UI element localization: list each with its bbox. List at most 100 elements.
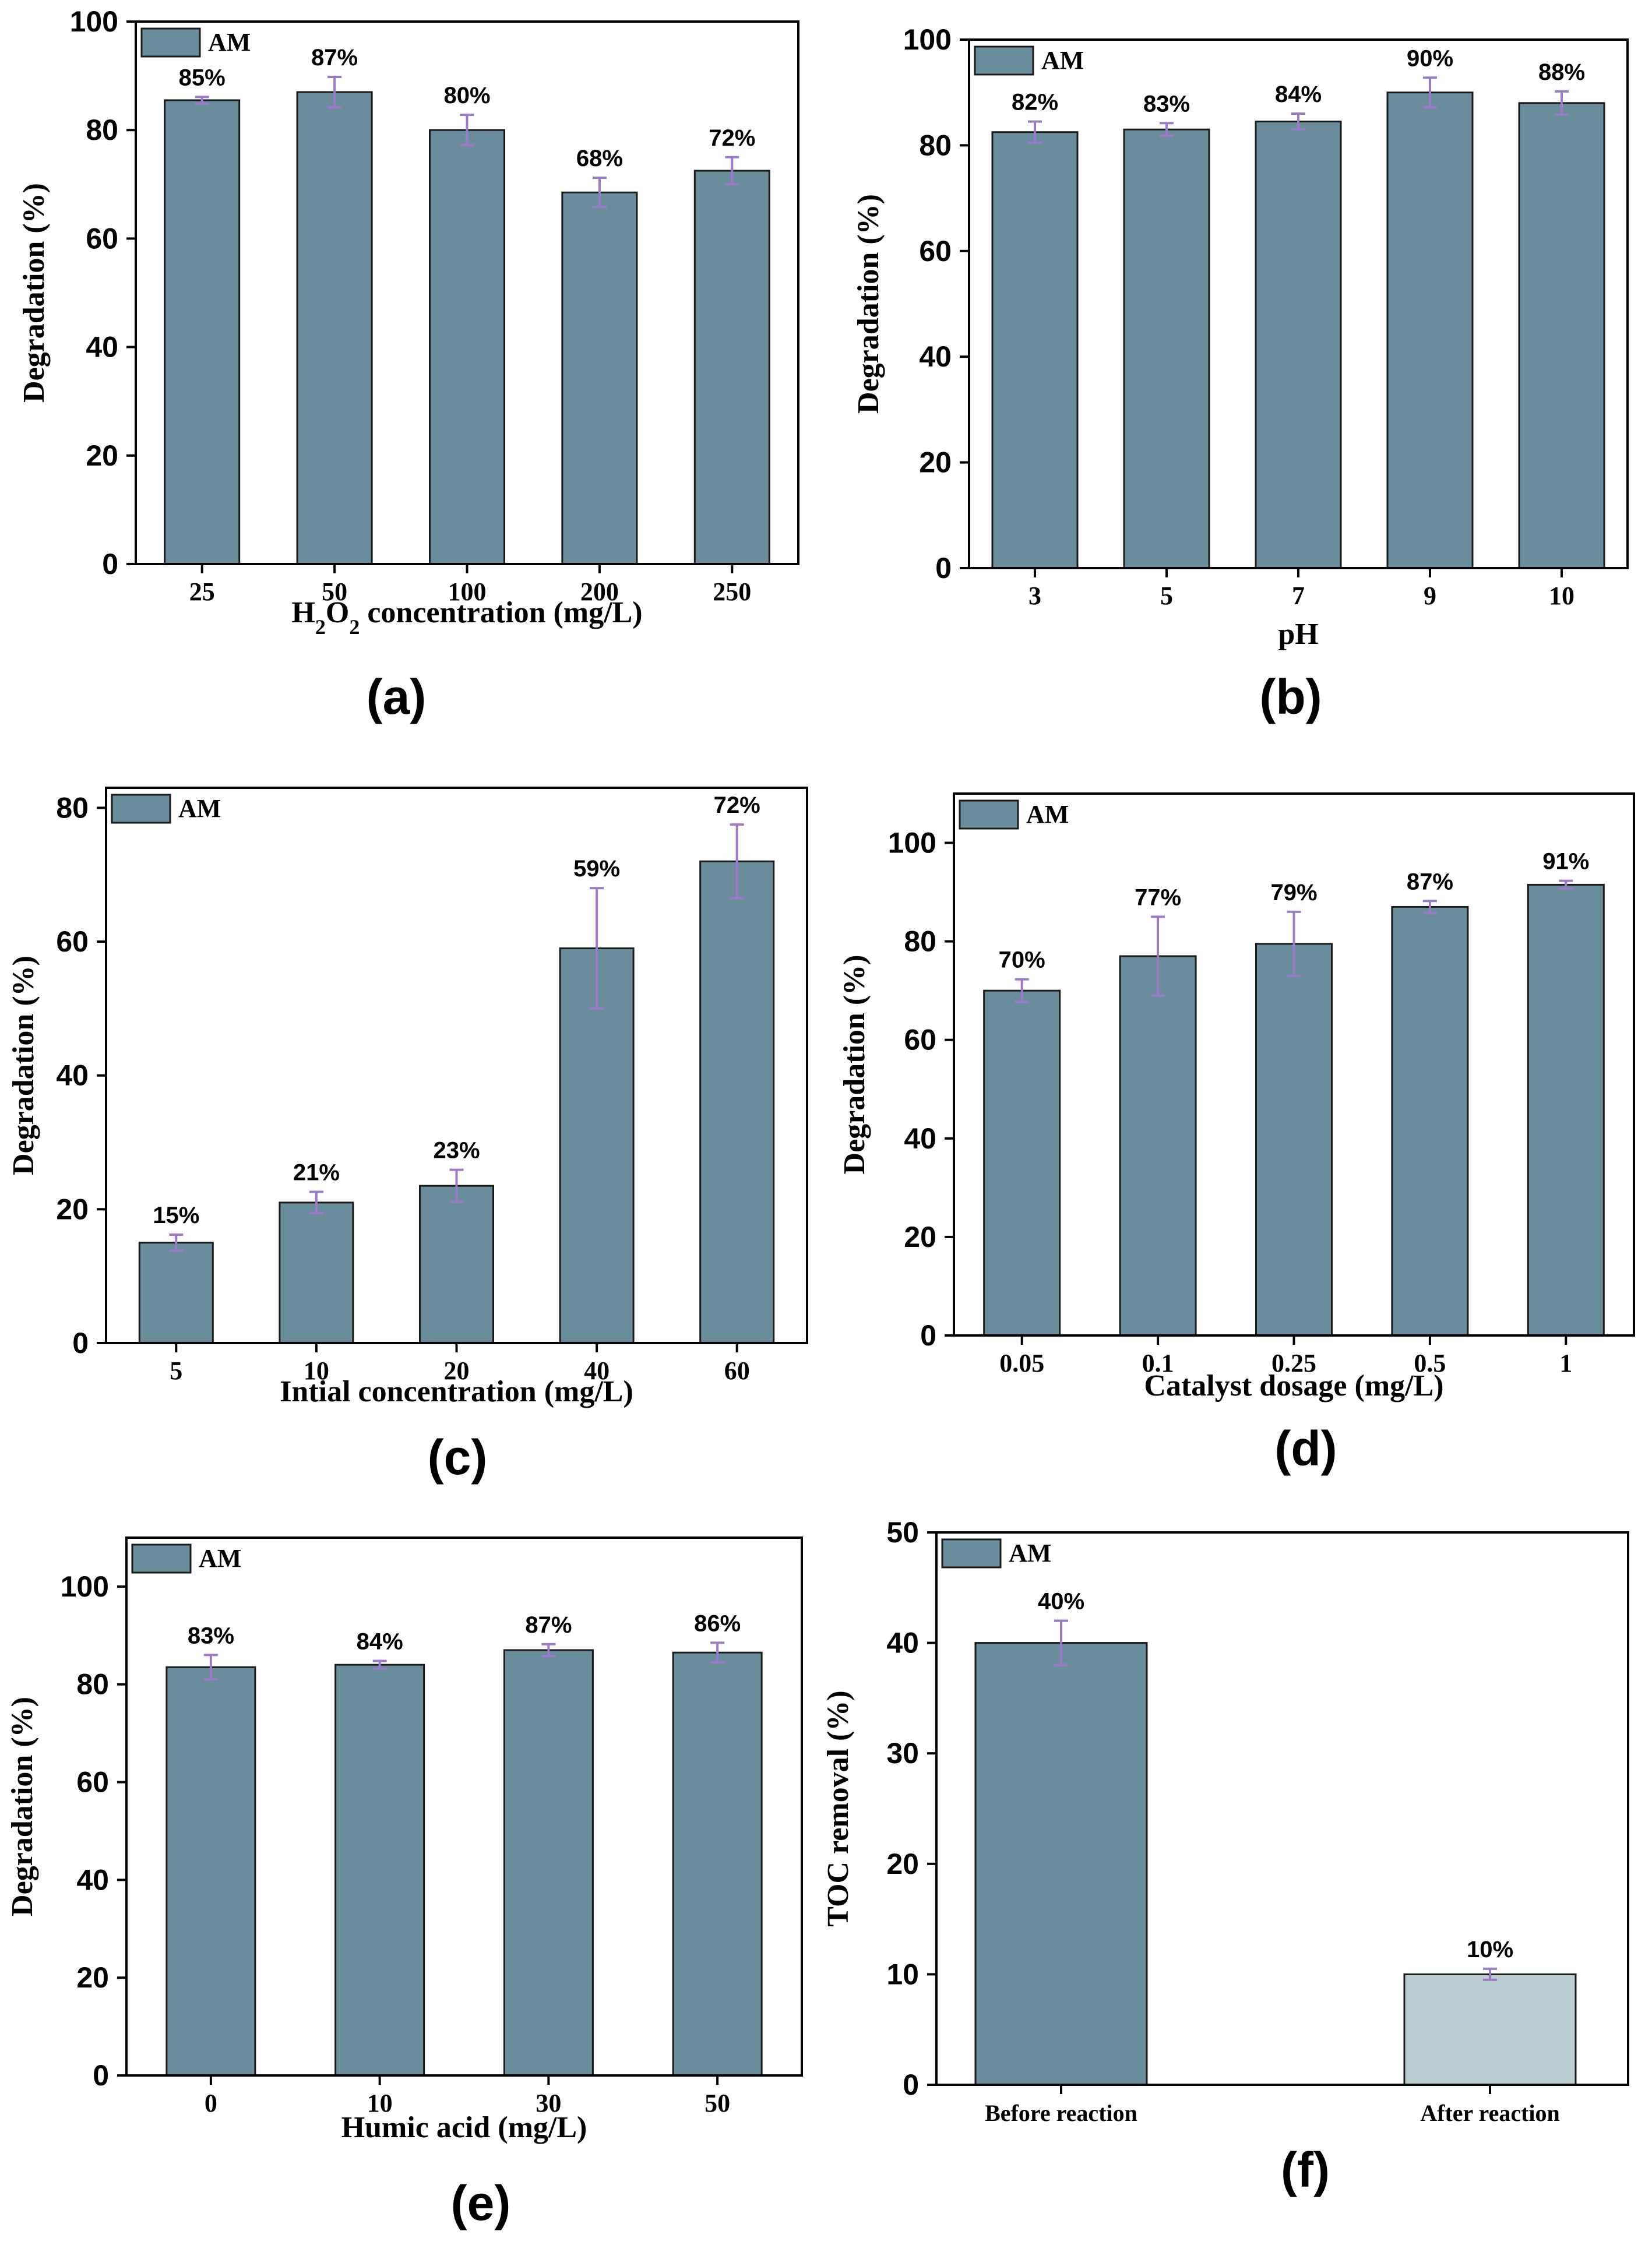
panel-a-data-label: 72%: [709, 125, 755, 151]
panel-b-y-tick-label: 100: [903, 23, 952, 56]
panel-a-bar: [296, 91, 373, 565]
panel-c-data-label: 23%: [433, 1138, 480, 1164]
panel-c-bar: [279, 1201, 354, 1344]
panel-b-y-tick-label: 0: [935, 552, 952, 584]
panel-c-x-tick-label: 10: [304, 1356, 329, 1385]
panel-a-legend-label: AM: [208, 28, 251, 57]
panel-f-plot-frame: [935, 1531, 1629, 2086]
panel-e-data-label: 87%: [525, 1612, 572, 1638]
panel-d-y-tick-label: 20: [904, 1221, 936, 1253]
panel-c-bar: [699, 860, 775, 1344]
panel-a-data-label: 85%: [179, 65, 226, 90]
panel-c-x-tick-label: 20: [444, 1356, 470, 1385]
panel-b-data-label: 82%: [1012, 90, 1058, 115]
panel-d-data-label: 79%: [1270, 880, 1317, 905]
panel-c-x-tick-label: 5: [170, 1356, 182, 1385]
panel-e-x-tick-label: 50: [705, 2089, 730, 2117]
panel-d-data-label: 91%: [1542, 849, 1589, 875]
panel-e-data-label: 86%: [694, 1610, 741, 1636]
panel-c-data-label: 21%: [293, 1160, 340, 1186]
panel-c-x-axis-title: Intial concentration (mg/L): [280, 1375, 633, 1408]
panel-c-bar: [419, 1185, 494, 1344]
panel-f-bar: [1403, 1973, 1577, 2086]
panel-d-data-label: 70%: [999, 947, 1045, 973]
panel-f-data-label: 40%: [1038, 1589, 1084, 1615]
panel-c-bar: [559, 947, 635, 1344]
panel-d-x-tick-label: 1: [1559, 1349, 1572, 1377]
panel-b-x-tick-label: 3: [1028, 582, 1041, 610]
panel-c-y-tick-label: 20: [56, 1193, 89, 1225]
panel-d-x-tick-label: 0.1: [1142, 1349, 1174, 1377]
panel-b-y-tick-label: 20: [919, 446, 952, 479]
panel-b-bar: [991, 131, 1079, 569]
panel-e-legend-label: AM: [199, 1544, 241, 1573]
panel-e-y-tick-label: 60: [76, 1766, 109, 1799]
panel-b-y-tick-label: 60: [919, 235, 952, 267]
panel-c-y-axis-title: Degradation (%): [7, 956, 40, 1175]
panel-e-y-axis-title: Degradation (%): [6, 1697, 39, 1916]
panel-d-y-tick-label: 0: [920, 1319, 936, 1352]
panel-d-data-label: 87%: [1407, 869, 1453, 894]
panel-c-y-tick-label: 60: [56, 925, 89, 958]
panel-a-y-tick-label: 0: [102, 548, 118, 580]
panel-b-x-tick-label: 9: [1424, 582, 1436, 610]
panel-f-y-tick-label: 50: [886, 1516, 919, 1549]
panel-d-bar: [1391, 905, 1469, 1337]
panel-a-data-label: 68%: [576, 146, 623, 171]
panel-b-data-label: 90%: [1407, 45, 1453, 71]
panel-e-bar: [165, 1666, 256, 2077]
panel-e-y-tick-label: 100: [61, 1570, 109, 1603]
panel-c-x-tick-label: 60: [724, 1356, 750, 1385]
panel-a-x-tick-label: 200: [580, 577, 619, 606]
panel-b-data-label: 83%: [1143, 91, 1190, 117]
panel-f-x-tick-label: Before reaction: [985, 2100, 1137, 2126]
panel-c-legend-label: AM: [178, 794, 221, 823]
panel-e-bar: [334, 1664, 425, 2077]
panel-b-bar: [1123, 128, 1210, 569]
panel-a-bar: [164, 99, 241, 565]
panel-a-bar: [561, 191, 638, 565]
panel-e-legend-swatch: [131, 1543, 192, 1574]
panel-b-x-axis-title: pH: [1278, 618, 1318, 651]
panel-e-data-label: 84%: [357, 1629, 403, 1654]
panel-d-y-axis-title: Degradation (%): [838, 955, 871, 1175]
panel-b-data-label: 84%: [1275, 82, 1322, 107]
panel-c-data-label: 59%: [573, 856, 620, 882]
panel-f-y-axis-title: TOC removal (%): [822, 1690, 855, 1926]
panel-e-x-tick-label: 30: [536, 2089, 561, 2117]
panel-e-x-tick-label: 0: [205, 2089, 217, 2117]
panel-b-legend-label: AM: [1041, 46, 1084, 75]
panel-f-y-tick-label: 0: [903, 2068, 919, 2101]
panel-d-bar: [1119, 955, 1197, 1337]
panel-e-panel-label: (e): [451, 2176, 511, 2230]
panel-f-bar: [974, 1642, 1148, 2086]
panel-a-legend-swatch: [140, 27, 201, 58]
panel-f-y-tick-label: 30: [886, 1737, 919, 1770]
panel-a-x-tick-label: 100: [448, 577, 487, 606]
panel-a-y-axis-title: Degradation (%): [17, 183, 51, 403]
panel-a-x-tick-label: 25: [189, 577, 215, 606]
panel-b-y-tick-label: 40: [919, 340, 952, 373]
panel-d-data-label: 77%: [1135, 884, 1181, 910]
panel-e-bar: [503, 1649, 594, 2077]
panel-b-bar: [1386, 91, 1474, 569]
panel-c-y-tick-label: 0: [72, 1327, 89, 1359]
panel-a-x-axis-title: H2O2 concentration (mg/L): [291, 596, 642, 639]
panel-f-y-tick-label: 10: [886, 1958, 919, 1990]
panel-d-y-tick-label: 60: [904, 1024, 936, 1056]
panel-f-x-tick-label: After reaction: [1420, 2100, 1560, 2126]
panel-c-bar: [138, 1242, 214, 1344]
panel-d-bar: [983, 989, 1061, 1337]
panel-b-x-tick-label: 5: [1160, 582, 1173, 610]
panel-e-x-tick-label: 10: [367, 2089, 393, 2117]
panel-a-y-tick-label: 20: [86, 439, 118, 472]
panel-e-y-tick-label: 20: [76, 1961, 109, 1994]
panel-b-x-tick-label: 7: [1292, 582, 1305, 610]
panel-c-x-tick-label: 40: [584, 1356, 610, 1385]
panel-a-y-tick-label: 100: [70, 5, 118, 38]
panel-f-y-tick-label: 40: [886, 1627, 919, 1659]
panel-d-y-tick-label: 100: [888, 827, 936, 859]
panel-a-x-tick-label: 50: [322, 577, 347, 606]
panel-f-legend-swatch: [941, 1538, 1002, 1569]
